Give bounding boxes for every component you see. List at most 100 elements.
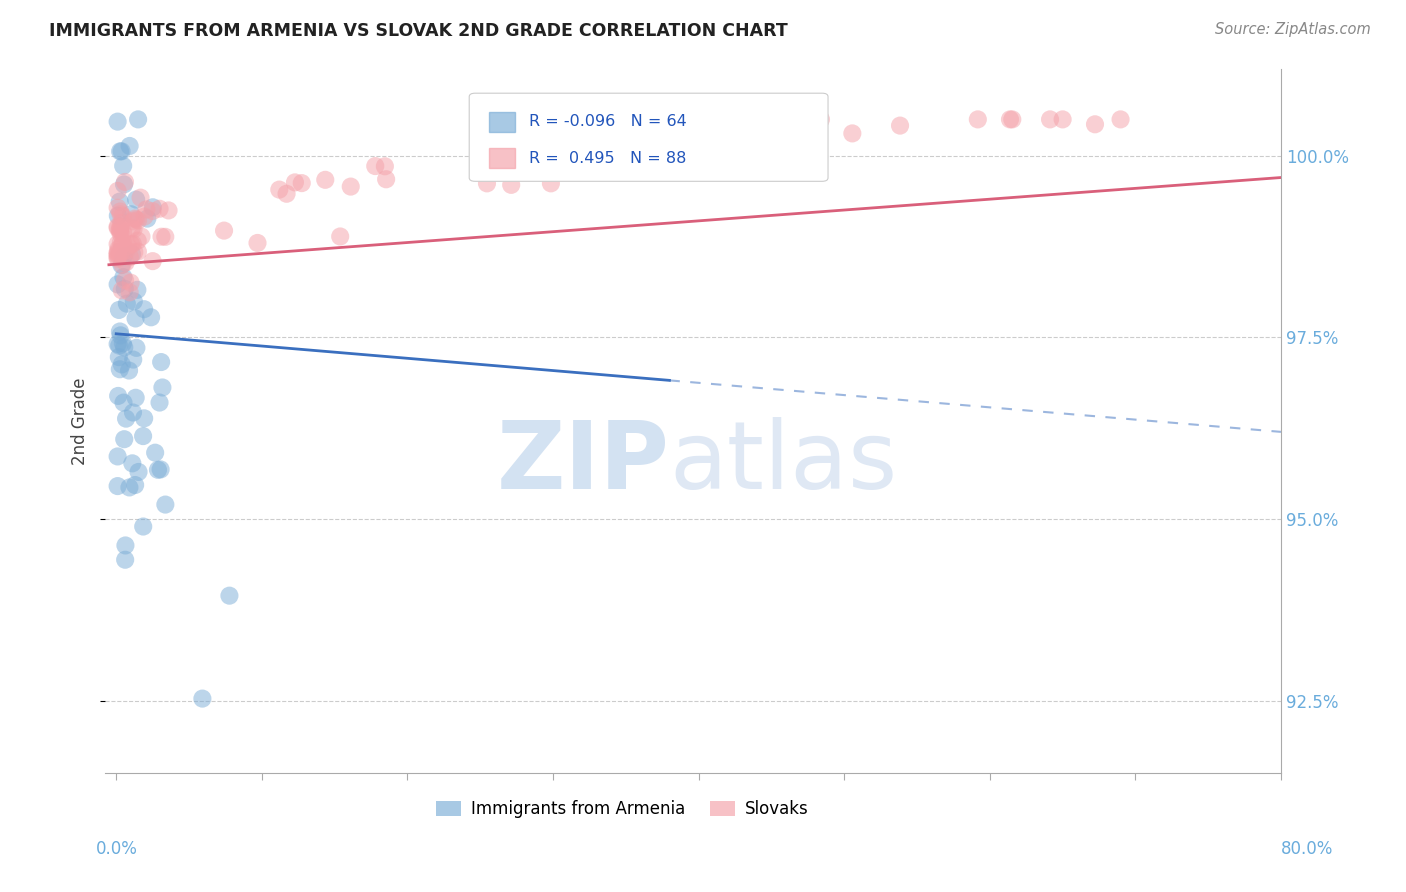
- Point: [110, 328, 132, 343]
- Point: [108, 194, 131, 209]
- Text: IMMIGRANTS FROM ARMENIA VS SLOVAK 2ND GRADE CORRELATION CHART: IMMIGRANTS FROM ARMENIA VS SLOVAK 2ND GR…: [49, 22, 787, 40]
- Point: [998, 112, 1021, 127]
- Text: R = -0.096   N = 64: R = -0.096 N = 64: [529, 114, 688, 129]
- Point: [218, 589, 240, 603]
- Point: [108, 350, 131, 364]
- Point: [155, 229, 177, 244]
- Point: [124, 245, 146, 260]
- Point: [107, 219, 129, 234]
- Point: [107, 389, 129, 403]
- Point: [134, 411, 156, 425]
- Point: [124, 478, 146, 492]
- Point: [276, 186, 298, 201]
- Point: [284, 175, 307, 189]
- Point: [132, 519, 155, 533]
- Point: [121, 221, 143, 235]
- Point: [107, 184, 129, 198]
- Point: [108, 325, 131, 339]
- Point: [110, 216, 132, 230]
- Point: [122, 352, 145, 367]
- Point: [111, 358, 134, 372]
- Point: [329, 229, 352, 244]
- Point: [120, 207, 142, 221]
- Point: [122, 405, 145, 419]
- Point: [191, 691, 214, 706]
- Point: [108, 362, 131, 376]
- Point: [110, 235, 132, 250]
- Point: [571, 140, 593, 154]
- Point: [155, 498, 177, 512]
- Point: [142, 200, 165, 214]
- Point: [107, 201, 129, 215]
- Point: [150, 229, 173, 244]
- Point: [114, 553, 136, 567]
- Point: [107, 245, 129, 260]
- Point: [111, 209, 134, 223]
- Point: [112, 178, 135, 192]
- Point: [146, 463, 169, 477]
- Point: [108, 204, 131, 219]
- Point: [107, 209, 129, 223]
- Point: [115, 296, 138, 310]
- Point: [841, 127, 863, 141]
- Point: [150, 355, 173, 369]
- Point: [124, 311, 146, 326]
- Point: [110, 219, 132, 234]
- Point: [115, 411, 138, 425]
- Text: Source: ZipAtlas.com: Source: ZipAtlas.com: [1215, 22, 1371, 37]
- Point: [114, 538, 136, 552]
- Point: [127, 234, 149, 248]
- Point: [107, 221, 129, 235]
- Point: [291, 176, 314, 190]
- Point: [128, 465, 150, 479]
- Point: [148, 395, 170, 409]
- Point: [125, 193, 148, 207]
- Point: [122, 214, 145, 228]
- Point: [136, 211, 159, 226]
- Point: [139, 310, 162, 325]
- Point: [132, 302, 155, 317]
- Point: [141, 204, 163, 219]
- Point: [121, 236, 143, 251]
- Point: [246, 235, 269, 250]
- Point: [586, 156, 609, 170]
- Point: [375, 172, 398, 186]
- Point: [124, 211, 146, 226]
- Point: [1001, 112, 1024, 127]
- Point: [114, 282, 136, 296]
- Point: [157, 203, 180, 218]
- Text: 0.0%: 0.0%: [96, 840, 138, 858]
- Point: [108, 302, 131, 317]
- Point: [623, 146, 645, 161]
- Point: [1109, 112, 1132, 127]
- Y-axis label: 2nd Grade: 2nd Grade: [72, 377, 89, 465]
- Point: [120, 237, 142, 252]
- Point: [110, 207, 132, 221]
- Point: [1084, 117, 1107, 131]
- FancyBboxPatch shape: [489, 112, 515, 132]
- Point: [107, 250, 129, 264]
- Point: [118, 480, 141, 494]
- Point: [127, 244, 149, 259]
- Point: [107, 114, 129, 128]
- Point: [143, 445, 166, 459]
- Point: [110, 224, 132, 238]
- Point: [689, 154, 711, 169]
- Point: [212, 224, 235, 238]
- Point: [122, 294, 145, 309]
- Point: [108, 145, 131, 159]
- Point: [121, 456, 143, 470]
- Point: [124, 391, 146, 405]
- Point: [118, 363, 141, 377]
- Point: [475, 177, 498, 191]
- Point: [540, 177, 562, 191]
- Point: [1039, 112, 1062, 127]
- Point: [129, 191, 152, 205]
- Point: [269, 183, 291, 197]
- Point: [112, 270, 135, 285]
- Point: [111, 235, 134, 250]
- Point: [107, 337, 129, 351]
- Point: [110, 247, 132, 261]
- Point: [131, 229, 153, 244]
- Text: atlas: atlas: [669, 417, 897, 509]
